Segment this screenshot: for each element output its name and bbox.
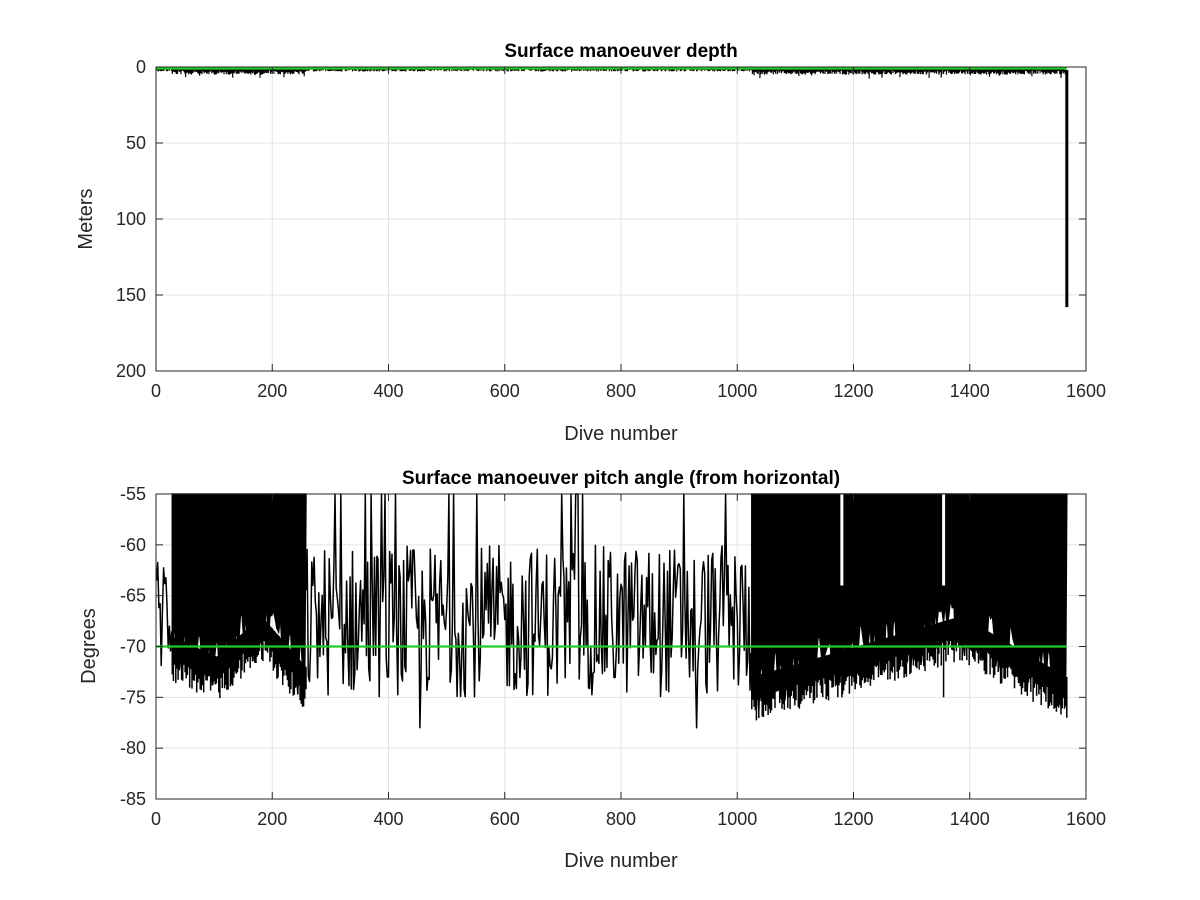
depth-xtick-label: 600 [490,381,520,401]
pitch-series-spikes [751,616,1068,721]
depth-xtick-label: 0 [151,381,161,401]
depth-panel: 0 200 400 600 800 1000 1200 1400 1600 0501001502… [75,41,1106,445]
depth-x-ticks: 0 200 400 600 800 1000 1200 1400 1600 [151,67,1106,401]
pitch-ytick-label: -70 [120,637,146,657]
pitch-title: Surface manoeuver pitch angle (from hori… [402,468,840,489]
pitch-y-label: Degrees [78,608,100,684]
depth-xtick-label: 800 [606,381,636,401]
pitch-xtick-label: 1400 [950,809,990,829]
pitch-y-ticks: -55 -60 -65 -70 -75 -80 -85 [120,484,1086,809]
depth-ytick-label: 50 [126,133,146,153]
pitch-data [155,493,1068,729]
pitch-xtick-label: 1200 [833,809,873,829]
pitch-ytick-label: -85 [120,789,146,809]
pitch-x-ticks: 0 200 400 600 800 1000 1200 1400 1600 [151,494,1106,829]
pitch-panel: 0 200 400 600 800 1000 1200 1400 1600 -55-60-65-… [78,468,1106,872]
depth-y-ticks: 0 50 100 150 200 [116,57,1086,381]
depth-ytick-label: 150 [116,285,146,305]
pitch-ytick-label: -60 [120,535,146,555]
depth-data [156,67,1069,308]
depth-title: Surface manoeuver depth [504,41,737,62]
depth-ytick-label: 0 [136,57,146,77]
depth-xtick-label: 1600 [1066,381,1106,401]
pitch-ytick-label: -55 [120,484,146,504]
pitch-series-line [305,493,752,729]
depth-ytick-label: 100 [116,209,146,229]
depth-xtick-label: 200 [257,381,287,401]
pitch-xtick-label: 800 [606,809,636,829]
depth-ytick-label: 200 [116,361,146,381]
depth-xtick-label: 1400 [950,381,990,401]
pitch-x-label: Dive number [564,850,678,872]
pitch-xtick-label: 200 [257,809,287,829]
pitch-series-spikes [171,616,307,707]
pitch-ytick-label: -65 [120,586,146,606]
pitch-series-line [155,561,173,667]
pitch-xtick-label: 0 [151,809,161,829]
pitch-xtick-label: 1000 [717,809,757,829]
depth-xtick-label: 1200 [833,381,873,401]
pitch-ytick-label: -80 [120,738,146,758]
pitch-ytick-label: -75 [120,687,146,707]
pitch-xtick-label: 400 [373,809,403,829]
depth-xtick-label: 400 [373,381,403,401]
depth-x-label: Dive number [564,423,678,445]
depth-y-label: Meters [75,188,97,249]
depth-xtick-label: 1000 [717,381,757,401]
pitch-xtick-label: 1600 [1066,809,1106,829]
pitch-xtick-label: 600 [490,809,520,829]
